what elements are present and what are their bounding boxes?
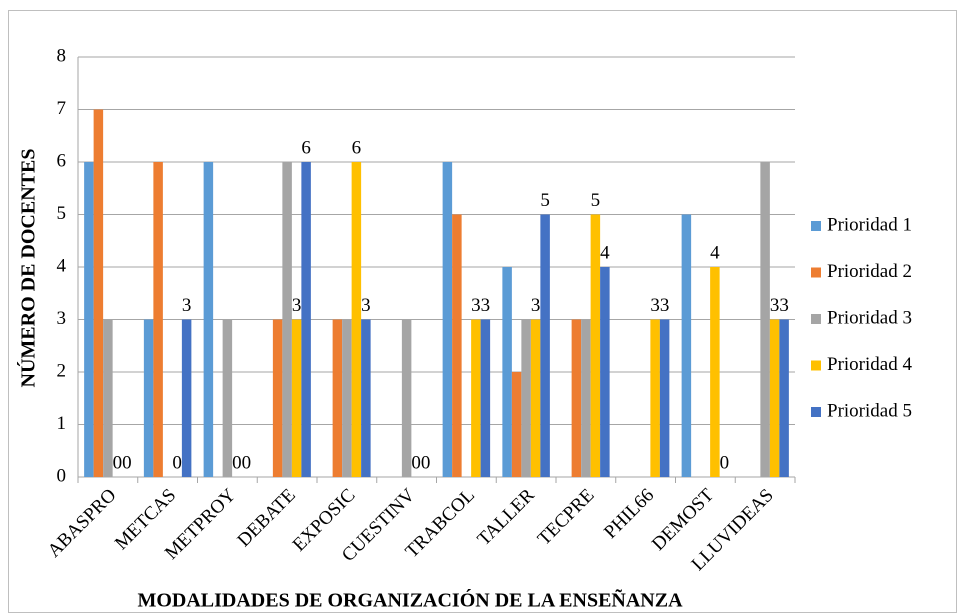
value-label: 3: [292, 295, 302, 316]
legend-swatch: [811, 221, 821, 231]
bar: [571, 319, 582, 477]
legend-label: Prioridad 4: [827, 354, 912, 375]
bar: [103, 319, 113, 477]
y-tick-label: 2: [57, 360, 67, 381]
bar: [710, 267, 720, 477]
legend-label: Prioridad 1: [827, 214, 912, 235]
legend-swatch: [811, 267, 821, 278]
legend-label: Prioridad 2: [827, 261, 912, 282]
bar: [600, 267, 610, 477]
bar: [511, 372, 522, 477]
y-tick-label: 6: [57, 150, 67, 171]
value-label: 3: [770, 295, 780, 316]
value-label: 6: [301, 137, 311, 158]
value-label: 3: [531, 295, 541, 316]
value-label: 5: [591, 190, 601, 211]
value-label: 3: [481, 295, 491, 316]
value-label: 6: [352, 137, 362, 158]
value-label: 0: [421, 452, 431, 473]
bar: [650, 319, 660, 477]
y-tick-label: 3: [57, 308, 67, 329]
y-tick-label: 5: [57, 203, 67, 224]
bar: [530, 319, 541, 477]
bar: [540, 214, 550, 477]
bar: [779, 319, 789, 477]
bar: [181, 319, 192, 477]
legend-swatch: [811, 407, 821, 417]
bar: [93, 109, 104, 477]
bar: [272, 319, 283, 477]
legend-swatch: [811, 314, 821, 324]
y-tick-label: 1: [57, 413, 67, 434]
legend-swatch: [811, 360, 821, 371]
value-label: 0: [411, 452, 421, 473]
value-label: 3: [660, 295, 670, 316]
legend-label: Prioridad 3: [827, 307, 912, 328]
value-label: 0: [242, 452, 252, 473]
bar: [502, 267, 512, 477]
bar: [590, 214, 601, 477]
legend-label: Prioridad 5: [827, 400, 912, 421]
bar: [442, 162, 453, 477]
bar: [203, 162, 214, 477]
value-label: 0: [122, 452, 132, 473]
bar: [760, 162, 770, 477]
y-axis-title: NÚMERO DE DOCENTES: [16, 149, 40, 388]
value-label: 3: [182, 295, 192, 316]
bar: [769, 319, 780, 477]
y-tick-label: 0: [57, 465, 67, 486]
bar: [581, 319, 591, 477]
chart-frame: [8, 10, 957, 613]
x-axis-title: MODALIDADES DE ORGANIZACIÓN DE LA ENSEÑA…: [137, 588, 683, 612]
bar: [153, 162, 163, 477]
bar: [143, 319, 154, 477]
bar: [681, 214, 692, 477]
bar: [521, 319, 531, 477]
bar: [480, 319, 491, 477]
value-label: 3: [650, 295, 660, 316]
value-label: 3: [361, 295, 371, 316]
value-label: 5: [540, 190, 550, 211]
bar: [452, 214, 462, 477]
value-label: 4: [600, 242, 610, 263]
bar: [222, 319, 233, 477]
bar: [282, 162, 292, 477]
bar: [301, 162, 311, 477]
value-label: 0: [232, 452, 242, 473]
value-label: 0: [172, 452, 182, 473]
bar: [361, 319, 371, 477]
value-label: 3: [779, 295, 789, 316]
bar: [342, 319, 352, 477]
value-label: 0: [113, 452, 123, 473]
bar: [401, 319, 412, 477]
value-label: 4: [710, 242, 720, 263]
bar: [291, 319, 302, 477]
value-label: 3: [471, 295, 481, 316]
bar: [332, 319, 343, 477]
bar: [659, 319, 670, 477]
bar: [84, 162, 94, 477]
y-tick-label: 8: [57, 45, 67, 66]
bar: [471, 319, 481, 477]
bar: [351, 162, 362, 477]
y-tick-label: 7: [57, 98, 67, 119]
y-tick-label: 4: [57, 255, 67, 276]
value-label: 0: [720, 452, 730, 473]
